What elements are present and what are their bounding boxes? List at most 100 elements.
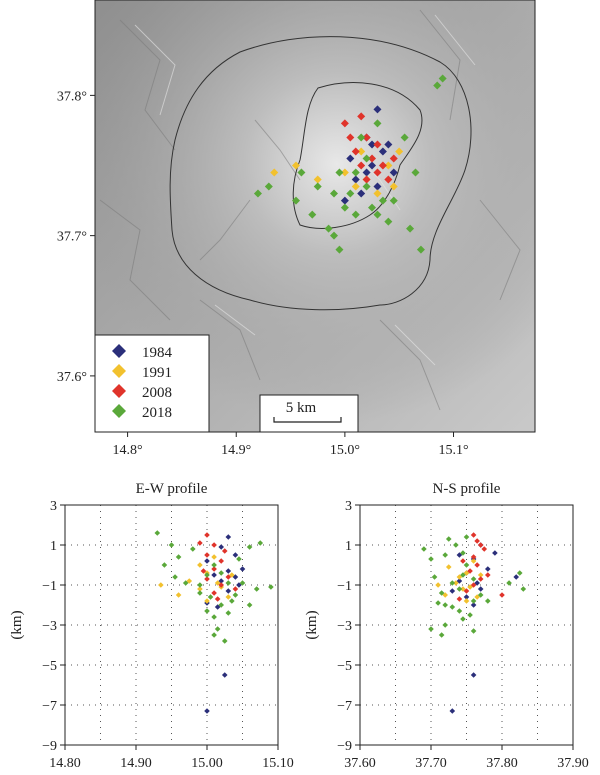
profile-point-1984 (204, 558, 210, 564)
map-y-tick-label: 37.8° (57, 89, 87, 104)
profile-point-2018 (218, 602, 224, 608)
profile-y-axis-label: (km) (9, 610, 25, 639)
profile-point-1984 (218, 544, 224, 550)
profile-point-2018 (485, 598, 491, 604)
map-marker-1984 (340, 196, 349, 205)
profile-x-tick-label: 14.80 (49, 756, 81, 771)
profile-point-2008 (200, 568, 207, 574)
map-marker-1984 (378, 147, 387, 156)
ew-profile-chart: E-W profile (km) 14.80 14.90 15.00 15.10 3 1 −1 −… (9, 481, 294, 771)
map-marker-2018 (378, 196, 387, 205)
map-marker-2008 (357, 161, 366, 170)
map-x-tick-label: 15.0° (330, 443, 360, 458)
profile-y-tick-label: 1 (345, 539, 352, 554)
profile-point-2018 (154, 530, 161, 536)
map-marker-2018 (340, 203, 349, 212)
profile-point-2008 (225, 574, 232, 580)
scale-bar: 5 km (259, 394, 359, 433)
profile-point-2018 (253, 586, 260, 592)
legend-marker-1991 (112, 364, 126, 378)
map-marker-1991 (313, 175, 322, 184)
profile-point-2018 (431, 574, 438, 580)
profile-point-2018 (467, 612, 473, 618)
profile-point-1991 (463, 570, 470, 576)
profile-point-1991 (225, 594, 232, 600)
map-marker-2008 (340, 119, 349, 128)
profile-point-1991 (211, 554, 217, 560)
map-marker-2018 (400, 133, 409, 142)
map-marker-2018 (297, 168, 306, 177)
profile-point-1984 (204, 708, 210, 714)
map-marker-2008 (368, 154, 377, 163)
profile-y-tick-label: −5 (42, 659, 57, 674)
map-x-axis: 14.8° 14.9° 15.0° 15.1° (113, 432, 469, 458)
profile-y-tick-label: −7 (337, 699, 352, 714)
profile-point-2008 (211, 566, 217, 572)
map-marker-2018 (346, 189, 355, 198)
profile-point-1991 (470, 558, 477, 564)
profile-point-1991 (214, 580, 221, 586)
profile-point-2018 (161, 562, 168, 568)
profile-point-1991 (442, 592, 448, 598)
profile-point-1984 (485, 566, 491, 572)
profile-point-2018 (211, 632, 217, 638)
legend-item-1984: 1984 (112, 344, 173, 361)
profile-point-1991 (204, 598, 210, 604)
map-marker-2018 (433, 81, 442, 90)
profile-point-2018 (506, 580, 512, 586)
map-marker-1991 (384, 161, 393, 170)
profile-point-2018 (477, 592, 484, 598)
map-marker-1991 (270, 168, 279, 177)
profile-point-2018 (168, 542, 175, 548)
profile-point-2018 (246, 602, 253, 608)
profile-point-1991 (463, 598, 470, 604)
profile-point-1991 (453, 580, 459, 586)
profile-point-1991 (477, 572, 484, 578)
profile-point-2018 (225, 580, 232, 586)
profile-point-1991 (474, 594, 480, 600)
profile-point-2018 (211, 614, 217, 620)
profile-point-2018 (428, 556, 434, 562)
profile-point-2008 (477, 542, 484, 548)
profile-point-2008 (474, 562, 480, 568)
profile-y-tick-label: −1 (337, 579, 352, 594)
profile-point-1991 (175, 592, 182, 598)
map-marker-2018 (351, 210, 360, 219)
map-marker-2018 (373, 119, 382, 128)
profile-point-1991 (229, 572, 235, 578)
profile-point-1984 (470, 672, 477, 678)
profile-point-2018 (449, 580, 456, 586)
map-marker-1984 (368, 161, 377, 170)
map-marker-2008 (351, 147, 360, 156)
legend-marker-2008 (112, 384, 126, 398)
map-marker-1991 (373, 189, 382, 198)
legend-item-1991: 1991 (112, 364, 172, 381)
inner-boundary (292, 82, 423, 229)
profile-point-1984 (474, 580, 480, 586)
profile-point-1984 (232, 552, 239, 558)
map-marker-2018 (291, 196, 300, 205)
profile-point-1984 (211, 572, 217, 578)
profile-point-1984 (236, 582, 242, 588)
profile-point-2008 (232, 586, 239, 592)
profile-point-2018 (428, 626, 434, 632)
profile-point-1984 (225, 588, 232, 594)
map-marker-2018 (264, 182, 273, 191)
profile-point-1991 (186, 578, 193, 584)
profile-y-tick-label: −9 (42, 739, 57, 754)
profile-point-2018 (239, 580, 246, 586)
ns-profile-chart: N-S profile (km) 37.60 37.70 37.80 37.90 3 1 −1 −… (304, 481, 589, 771)
profile-point-1984 (456, 578, 463, 584)
profile-y-tick-label: −1 (42, 579, 57, 594)
profile-point-2008 (221, 548, 228, 554)
profile-point-1991 (445, 564, 452, 570)
profile-title: N-S profile (433, 481, 501, 497)
profile-point-2018 (236, 556, 242, 562)
map-marker-1984 (357, 189, 366, 198)
map-y-tick-label: 37.7° (57, 230, 87, 245)
profile-point-2008 (485, 572, 491, 578)
map-marker-1991 (351, 182, 360, 191)
profile-point-2008 (470, 532, 477, 538)
profile-x-tick-label: 37.70 (415, 756, 447, 771)
profile-point-2018 (204, 608, 210, 614)
